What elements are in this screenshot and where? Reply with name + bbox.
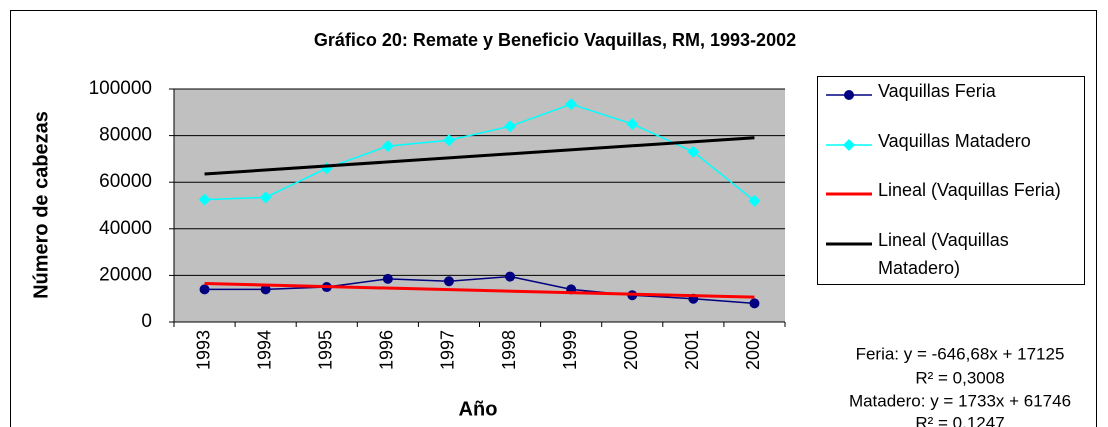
- legend-swatch: [826, 192, 872, 196]
- point: [199, 284, 210, 295]
- point: [565, 98, 578, 111]
- y-tick-label: 80000: [99, 125, 152, 146]
- legend-label: Vaquillas Matadero: [878, 131, 1031, 151]
- trend-line: [204, 282, 755, 299]
- point: [381, 140, 394, 153]
- x-tick-label: 2001: [682, 330, 702, 370]
- y-tick-label: 20000: [99, 264, 152, 285]
- x-tick-label: 1998: [499, 330, 519, 370]
- legend-label: Vaquillas Feria: [878, 81, 996, 101]
- point: [626, 117, 639, 130]
- y-tick-label: 40000: [99, 218, 152, 239]
- x-tick-label: 1995: [316, 330, 336, 370]
- point: [259, 191, 272, 204]
- series-line: [204, 275, 755, 305]
- point: [443, 276, 454, 287]
- plot-area: [174, 89, 785, 322]
- legend-label: Lineal (Vaquillas Matadero): [878, 230, 1009, 278]
- point: [260, 284, 271, 295]
- x-tick-label: 1999: [560, 330, 580, 370]
- point: [382, 273, 393, 284]
- point: [442, 134, 455, 147]
- y-tick-label: 100000: [89, 78, 152, 99]
- x-tick-label: 2002: [743, 330, 763, 370]
- point: [843, 139, 855, 151]
- legend-swatch: [826, 139, 872, 151]
- legend-swatch: [826, 90, 872, 100]
- annotation: Matadero: y = 1733x + 61746: [849, 391, 1071, 410]
- x-axis-label: Año: [459, 398, 498, 420]
- x-tick-label: 1993: [193, 330, 213, 370]
- x-tick-label: 1997: [438, 330, 458, 370]
- annotation: Feria: y = -646,68x + 17125: [856, 344, 1065, 363]
- legend-swatch: [826, 242, 872, 246]
- annotation: R² = 0,3008: [915, 368, 1004, 387]
- series-line: [204, 103, 755, 202]
- chart-title: Gráfico 20: Remate y Beneficio Vaquillas…: [314, 30, 796, 50]
- y-tick-label: 60000: [99, 171, 152, 192]
- point: [687, 145, 700, 158]
- y-tick-label: 0: [141, 311, 152, 332]
- point: [198, 193, 211, 206]
- point: [844, 90, 854, 100]
- trend-line: [204, 136, 755, 176]
- y-axis-label: Número de cabezas: [30, 111, 52, 299]
- point: [749, 298, 760, 309]
- x-tick-label: 1994: [254, 330, 274, 370]
- chart-frame: [10, 10, 1097, 427]
- x-tick-label: 2000: [621, 330, 641, 370]
- point: [748, 194, 761, 207]
- legend-label: Lineal (Vaquillas Feria): [878, 180, 1061, 200]
- x-tick-label: 1996: [377, 330, 397, 370]
- legend: Vaquillas Feria Vaquillas Matadero Lineal …: [817, 76, 1085, 285]
- point: [505, 271, 516, 282]
- point: [504, 120, 517, 133]
- annotation: R² = 0,1247: [915, 413, 1004, 427]
